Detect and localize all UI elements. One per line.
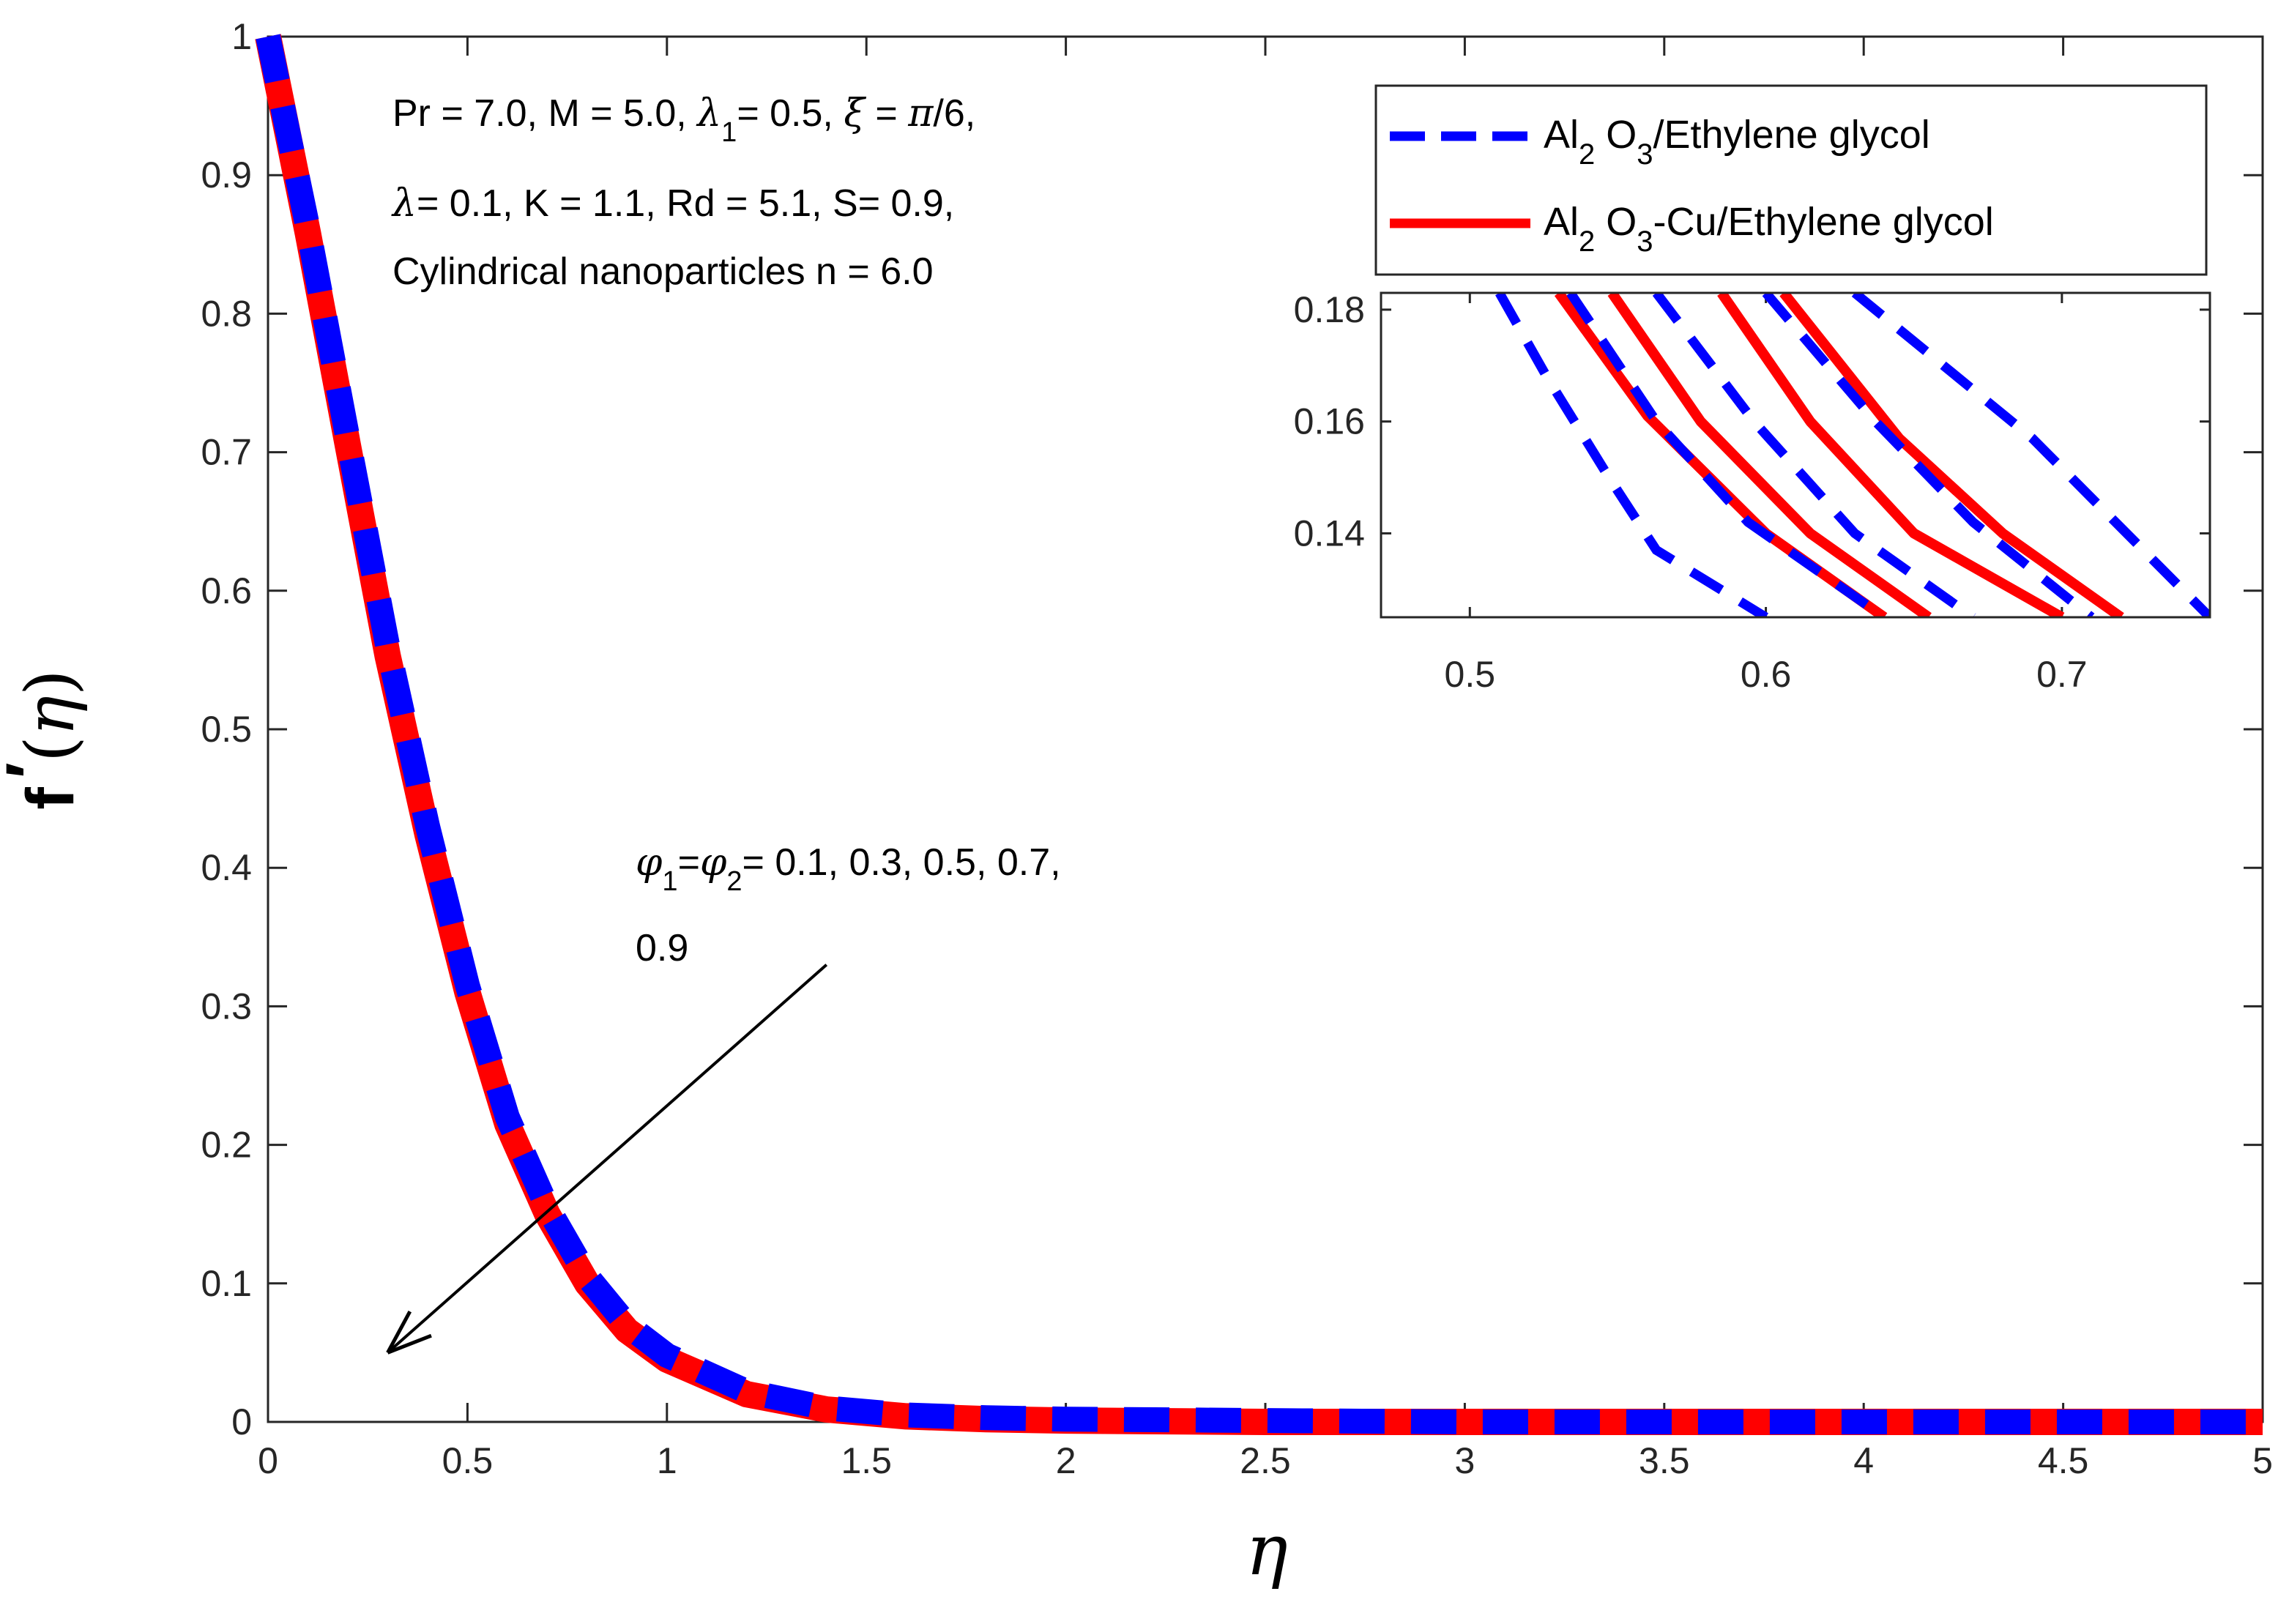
inset-plot: 0.5 0.6 0.7 0.14 0.16 0.18 [1294, 289, 2211, 695]
inset-red-line-1 [1554, 293, 1888, 617]
y-tick-label: 0.3 [201, 986, 252, 1027]
inset-y-tick-label: 0.18 [1294, 289, 1365, 330]
x-tick-label: 0.5 [442, 1440, 494, 1481]
legend-box [1374, 84, 2208, 276]
y-tick-label: 0.4 [201, 847, 252, 888]
y-tick-label: 0.6 [201, 570, 252, 611]
inset-frame [1380, 291, 2211, 619]
inset-blue-line-2 [1566, 293, 1888, 617]
inset-blue-line-3 [1652, 293, 1976, 617]
param-line-3: Cylindrical nanoparticles n = 6.0 [392, 250, 934, 293]
y-axis-title-text: f′(η) [0, 669, 89, 810]
arrow-head [386, 1310, 432, 1355]
inset-x-tick-label: 0.5 [1445, 654, 1496, 695]
inset-blue-line-5 [1851, 293, 2210, 617]
inset-x-tick-label: 0.6 [1741, 654, 1792, 695]
param-line-2: λ= 0.1, K = 1.1, Rd = 5.1, S= 0.9, [391, 182, 954, 226]
x-tick-label: 3.5 [1639, 1440, 1690, 1481]
inset-red-line-4 [1779, 293, 2124, 617]
y-tick-label: 0.9 [201, 154, 252, 195]
main-plot: 0 0.5 1 1.5 2 2.5 3 3.5 4 4.5 5 0 0.1 0.2 0.3 0.4 0.5 0.6… [201, 16, 2272, 1481]
y-tick-label: 1 [231, 16, 252, 57]
x-tick-label: 2 [1056, 1440, 1076, 1481]
x-tick-label: 3 [1454, 1440, 1475, 1481]
trend-arrow [386, 964, 828, 1355]
x-tick-label: 1 [657, 1440, 677, 1481]
y-tick-label: 0 [231, 1401, 252, 1442]
legend-label-2: Al2 O3-Cu/Ethylene glycol [1544, 200, 1994, 258]
x-tick-label: 4.5 [2038, 1440, 2089, 1481]
x-axis-title: η [1246, 1509, 1288, 1591]
y-tick-label: 0.1 [201, 1263, 252, 1304]
inset-frame-top [1380, 291, 2211, 619]
x-tick-label: 1.5 [841, 1440, 892, 1481]
inset-x-tick-label: 0.7 [2036, 654, 2088, 695]
arrow-shaft [387, 964, 828, 1354]
inset-lines [1495, 293, 2210, 617]
parameter-annotation: Pr = 7.0, M = 5.0, λ1= 0.5, ξ = π/6, λ= … [391, 92, 975, 293]
phi-annotation: φ1=φ2= 0.1, 0.3, 0.5, 0.7, 0.9 [636, 841, 1061, 969]
y-tick-label: 0.8 [201, 293, 252, 334]
phi-label: φ1=φ2= 0.1, 0.3, 0.5, 0.7, [636, 841, 1061, 897]
y-tick-label: 0.2 [201, 1125, 252, 1166]
phi-label-continued: 0.9 [636, 927, 688, 969]
inset-red-line-2 [1607, 293, 1932, 617]
legend-label-1: Al2 O3/Ethylene glycol [1544, 113, 1930, 171]
inset-blue-line-4 [1762, 293, 2095, 617]
x-tick-label: 5 [2252, 1440, 2273, 1481]
inset-red-line-3 [1717, 293, 2065, 617]
param-line-1: Pr = 7.0, M = 5.0, λ1= 0.5, ξ = π/6, [392, 92, 975, 148]
x-tick-label: 2.5 [1240, 1440, 1291, 1481]
legend: Al2 O3/Ethylene glycol Al2 O3-Cu/Ethylen… [1374, 84, 2208, 276]
series-line-nanofluid [256, 34, 2263, 1434]
x-tick-label: 4 [1853, 1440, 1874, 1481]
inset-blue-line-1 [1495, 293, 1768, 617]
inset-y-tick-label: 0.16 [1294, 401, 1365, 442]
y-axis-title: f′(η) [0, 669, 89, 810]
y-tick-label: 0.7 [201, 432, 252, 473]
inset-y-tick-label: 0.14 [1294, 513, 1365, 554]
x-tick-label: 0 [258, 1440, 278, 1481]
y-tick-label: 0.5 [201, 709, 252, 750]
